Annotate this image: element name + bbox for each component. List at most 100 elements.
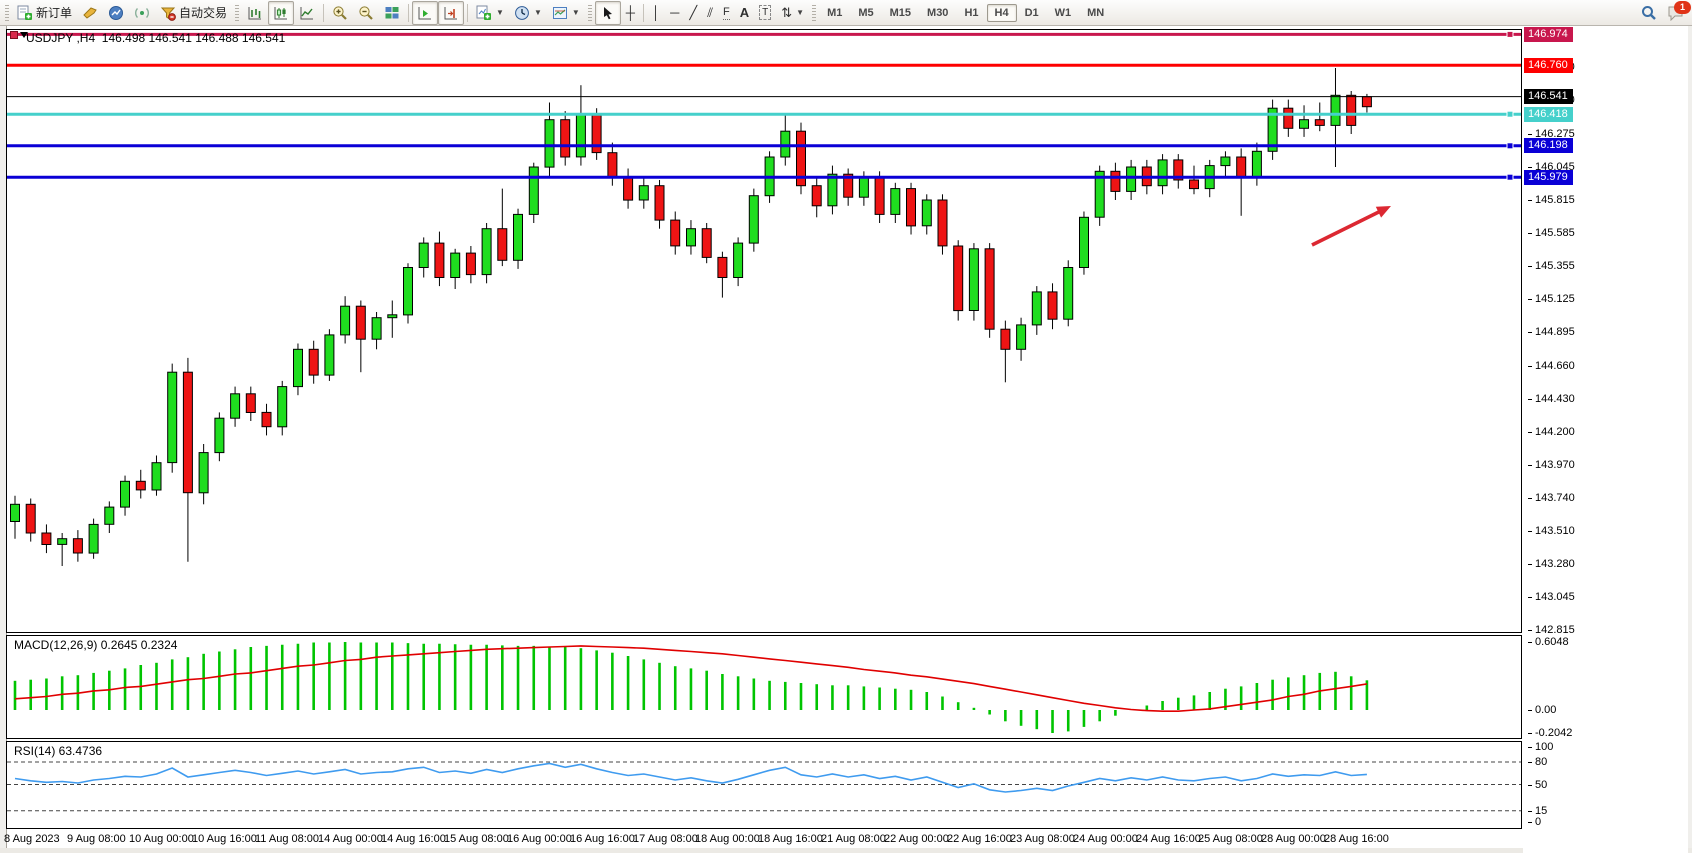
- rsi-indicator-panel[interactable]: [6, 741, 1522, 829]
- price-tick-label: 143.970: [1528, 459, 1575, 471]
- arrows-button[interactable]: ⇅ ▼: [776, 1, 809, 25]
- line-chart-button[interactable]: [294, 1, 320, 25]
- candle: [953, 245, 964, 312]
- horizontal-line-button[interactable]: ─: [665, 1, 684, 25]
- tile-windows-button[interactable]: [379, 1, 405, 25]
- candle: [1063, 267, 1074, 320]
- candle: [182, 371, 193, 494]
- timeframe-mn-button[interactable]: MN: [1087, 6, 1105, 19]
- candle: [528, 166, 539, 215]
- line-handle[interactable]: [1506, 30, 1514, 38]
- toolbar-grip: [235, 4, 240, 21]
- zoom-out-button[interactable]: [353, 1, 379, 25]
- time-axis-label: 24 Aug 00:00: [1073, 833, 1138, 845]
- auto-scroll-icon: [417, 5, 433, 21]
- time-axis-label: 18 Aug 16:00: [758, 833, 823, 845]
- toolbar-separator: [467, 3, 469, 22]
- price-tick-label: 143.740: [1528, 492, 1575, 504]
- candle: [261, 411, 272, 428]
- zoom-out-icon: [358, 5, 374, 21]
- line-handle[interactable]: [1506, 142, 1514, 150]
- equidistant-channel-button[interactable]: ⫽: [702, 1, 718, 25]
- rsi-scale-label: 50: [1528, 779, 1547, 791]
- candle: [575, 113, 586, 158]
- new-order-button[interactable]: 新订单: [12, 1, 77, 25]
- candle: [607, 152, 618, 178]
- time-axis-label: 25 Aug 08:00: [1198, 833, 1263, 845]
- candle: [104, 506, 115, 525]
- price-level-badge[interactable]: 146.418: [1524, 107, 1573, 122]
- main-price-chart-panel[interactable]: [6, 29, 1522, 633]
- trendline-button[interactable]: ╱: [684, 1, 702, 25]
- price-tick-label: 145.125: [1528, 293, 1575, 305]
- timeframe-h1-button[interactable]: H1: [964, 6, 979, 19]
- profiles-button[interactable]: ▼: [509, 1, 547, 25]
- bar-chart-button[interactable]: [242, 1, 268, 25]
- candle: [151, 462, 162, 491]
- templates-button[interactable]: ▼: [547, 1, 585, 25]
- chart-expert-marker-icon[interactable]: [10, 31, 28, 39]
- price-level-badge[interactable]: 145.979: [1524, 170, 1573, 185]
- candle: [984, 248, 995, 330]
- market-button[interactable]: [103, 1, 129, 25]
- chart-shift-icon: [443, 5, 459, 21]
- cursor-button[interactable]: [594, 0, 621, 25]
- candle: [387, 314, 398, 319]
- zoom-in-icon: [332, 5, 348, 21]
- timeframe-m30-button[interactable]: M30: [927, 6, 949, 19]
- metaeditor-button[interactable]: [77, 1, 103, 25]
- timeframe-m5-button[interactable]: M5: [858, 6, 874, 19]
- new-chart-button[interactable]: ▼: [471, 1, 509, 25]
- trend-arrow-annotation[interactable]: [1311, 207, 1385, 247]
- candle: [1346, 94, 1357, 126]
- candle: [418, 242, 429, 269]
- fibonacci-button[interactable]: F: [718, 1, 735, 25]
- candle: [968, 248, 979, 312]
- line-handle[interactable]: [1506, 110, 1514, 118]
- timeframe-w1-button[interactable]: W1: [1054, 6, 1072, 19]
- timeframe-d1-button[interactable]: D1: [1024, 6, 1039, 19]
- toolbar-grip: [587, 4, 592, 21]
- timeframe-h4-button[interactable]: H4: [986, 3, 1017, 22]
- vertical-line-button[interactable]: │: [647, 1, 665, 25]
- search-icon[interactable]: [1641, 5, 1657, 21]
- candle: [245, 393, 256, 413]
- chart-shift-button[interactable]: [438, 0, 465, 25]
- price-level-badge[interactable]: 146.541: [1524, 89, 1573, 104]
- price-level-badge[interactable]: 146.974: [1524, 27, 1573, 42]
- time-axis-label: 28 Aug 16:00: [1324, 833, 1389, 845]
- candle: [1330, 94, 1341, 126]
- timeframe-m1-button[interactable]: M1: [827, 6, 843, 19]
- timeframe-m15-button[interactable]: M15: [889, 6, 912, 19]
- candle: [937, 199, 948, 247]
- signals-button[interactable]: [129, 1, 155, 25]
- vertical-line-icon: │: [652, 5, 661, 20]
- candle: [308, 348, 319, 376]
- candle: [120, 480, 130, 508]
- auto-scroll-button[interactable]: [412, 0, 439, 25]
- crosshair-button[interactable]: ┼: [621, 1, 640, 25]
- line-chart-icon: [299, 5, 315, 21]
- candle: [1314, 119, 1325, 126]
- autotrading-button[interactable]: 自动交易: [155, 1, 232, 25]
- candlestick-chart-button[interactable]: [268, 0, 295, 25]
- candle: [1267, 107, 1278, 152]
- chart-title-ohlc: USDJPY ,H4 146.498 146.541 146.488 146.5…: [26, 31, 286, 45]
- autotrading-icon: [160, 5, 176, 21]
- line-handle[interactable]: [1506, 173, 1514, 181]
- macd-indicator-panel[interactable]: [6, 635, 1522, 739]
- zoom-in-button[interactable]: [327, 1, 353, 25]
- toolbar-grip: [812, 4, 817, 21]
- text-label-button[interactable]: T: [754, 1, 776, 25]
- notifications-chat-icon[interactable]: 1: [1667, 1, 1691, 21]
- candle: [230, 393, 241, 419]
- price-level-badge[interactable]: 146.760: [1524, 58, 1573, 73]
- price-level-badge[interactable]: 146.198: [1524, 138, 1573, 153]
- price-tick-label: 144.660: [1528, 360, 1575, 372]
- text-button[interactable]: A: [735, 1, 754, 25]
- candle: [403, 267, 413, 316]
- candle: [890, 188, 901, 215]
- timeframes-toolbar-group: M1 M5 M15 M30 H1 H4 D1 W1 MN: [809, 1, 1112, 25]
- candle: [827, 173, 838, 207]
- candle: [1220, 156, 1231, 167]
